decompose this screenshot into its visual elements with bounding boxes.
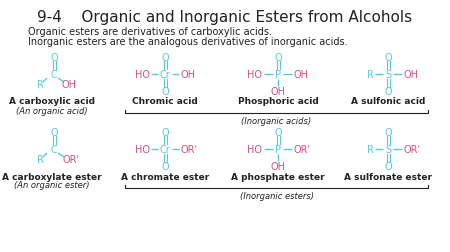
Text: O: O — [384, 53, 392, 63]
Text: O: O — [161, 87, 169, 97]
Text: A phosphate ester: A phosphate ester — [231, 172, 325, 181]
Text: S: S — [385, 144, 391, 154]
Text: HO: HO — [248, 70, 262, 80]
Text: R: R — [36, 80, 44, 90]
Text: O: O — [274, 53, 282, 63]
Text: O: O — [161, 53, 169, 63]
Text: C: C — [50, 144, 58, 154]
Text: OH: OH — [293, 70, 309, 80]
Text: S: S — [385, 70, 391, 80]
Text: (An organic acid): (An organic acid) — [16, 106, 88, 115]
Text: A carboxylate ester: A carboxylate ester — [2, 172, 102, 181]
Text: A sulfonic acid: A sulfonic acid — [351, 97, 425, 106]
Text: OH: OH — [62, 80, 76, 90]
Text: O: O — [50, 53, 58, 63]
Text: OR': OR' — [404, 144, 420, 154]
Text: OH: OH — [270, 161, 285, 171]
Text: (An organic ester): (An organic ester) — [14, 181, 90, 190]
Text: R: R — [36, 154, 44, 164]
Text: R: R — [367, 70, 374, 80]
Text: Cr: Cr — [160, 70, 171, 80]
Text: A carboxylic acid: A carboxylic acid — [9, 97, 95, 106]
Text: O: O — [384, 128, 392, 137]
Text: Inorganic esters are the analogous derivatives of inorganic acids.: Inorganic esters are the analogous deriv… — [28, 37, 347, 47]
Text: OR': OR' — [293, 144, 310, 154]
Text: OH: OH — [180, 70, 195, 80]
Text: Organic esters are derivatives of carboxylic acids.: Organic esters are derivatives of carbox… — [28, 27, 272, 37]
Text: P: P — [275, 144, 281, 154]
Text: A chromate ester: A chromate ester — [121, 172, 209, 181]
Text: O: O — [161, 128, 169, 137]
Text: O: O — [384, 87, 392, 97]
Text: (Inorganic esters): (Inorganic esters) — [239, 191, 314, 200]
Text: A sulfonate ester: A sulfonate ester — [344, 172, 432, 181]
Text: Chromic acid: Chromic acid — [132, 97, 198, 106]
Text: HO: HO — [248, 144, 262, 154]
Text: R: R — [367, 144, 374, 154]
Text: O: O — [384, 161, 392, 171]
Text: OR': OR' — [63, 154, 80, 164]
Text: Phosphoric acid: Phosphoric acid — [238, 97, 319, 106]
Text: C: C — [50, 70, 58, 80]
Text: P: P — [275, 70, 281, 80]
Text: HO: HO — [135, 70, 149, 80]
Text: (Inorganic acids): (Inorganic acids) — [242, 116, 311, 125]
Text: OH: OH — [270, 87, 285, 97]
Text: OR': OR' — [180, 144, 198, 154]
Text: Cr: Cr — [160, 144, 171, 154]
Text: O: O — [274, 128, 282, 137]
Text: 9-4    Organic and Inorganic Esters from Alcohols: 9-4 Organic and Inorganic Esters from Al… — [37, 10, 413, 25]
Text: O: O — [50, 128, 58, 137]
Text: HO: HO — [135, 144, 149, 154]
Text: OH: OH — [404, 70, 419, 80]
Text: O: O — [161, 161, 169, 171]
